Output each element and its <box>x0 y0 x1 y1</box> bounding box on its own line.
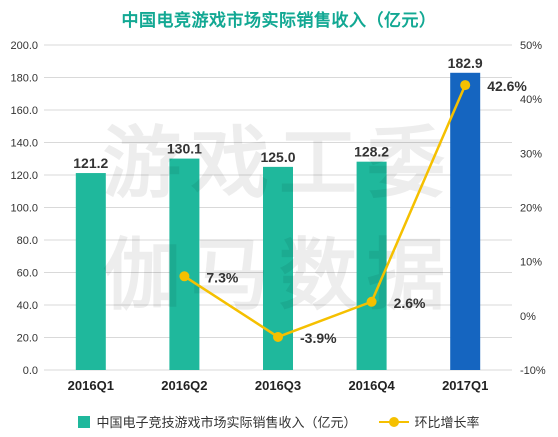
y-right-tick-label: 0% <box>520 311 536 323</box>
y-right-tick-label: 50% <box>520 40 542 52</box>
x-category-label: 2016Q4 <box>348 378 395 393</box>
y-axis-right: -10% 0% 10% 20% 30% 40% 50% <box>520 40 546 377</box>
line-series <box>179 80 471 342</box>
y-right-tick-label: 30% <box>520 148 542 160</box>
legend-swatch-bar <box>78 415 91 428</box>
x-category-label: 2017Q1 <box>442 378 488 393</box>
growth-value-label: -3.9% <box>300 330 337 346</box>
watermark-text: 伽马数据 <box>103 231 455 319</box>
bar-value-label: 121.2 <box>73 155 108 171</box>
bar-value-label: 130.1 <box>167 141 202 157</box>
bar-value-label: 125.0 <box>260 149 295 165</box>
bar <box>450 72 481 370</box>
growth-point <box>273 331 283 342</box>
data-labels: 121.2 130.1 125.0 128.2 182.9 7.3% -3.9% 2.6% 42… <box>73 55 527 346</box>
bar-series <box>75 72 481 370</box>
x-category-label: 2016Q1 <box>68 378 114 393</box>
growth-line <box>183 84 467 339</box>
x-axis-categories: 2016Q1 2016Q2 2016Q3 2016Q4 2017Q1 <box>68 378 489 393</box>
y-right-tick-label: 10% <box>520 257 542 269</box>
growth-value-label: 42.6% <box>487 78 527 94</box>
x-category-label: 2016Q3 <box>255 378 301 393</box>
x-category-label: 2016Q2 <box>161 378 207 393</box>
legend-item-revenue: 中国电子竞技游戏市场实际销售收入（亿元） <box>78 412 357 431</box>
growth-point <box>366 296 377 307</box>
legend-swatch-line <box>378 416 409 428</box>
bar <box>356 161 387 370</box>
y-left-tick-label: 80.0 <box>17 235 38 247</box>
y-left-tick-label: 40.0 <box>17 300 38 312</box>
y-right-tick-label: -10% <box>520 365 546 377</box>
y-left-tick-label: 60.0 <box>17 268 38 280</box>
growth-point <box>460 80 471 91</box>
y-left-tick-label: 100.0 <box>10 203 38 215</box>
y-axis-left: 0.0 20.0 40.0 60.0 80.0 100.0 120.0 140.0 160.0 1… <box>10 40 38 377</box>
y-right-tick-label: 40% <box>520 94 542 106</box>
legend-label-growth: 环比增长率 <box>414 415 480 430</box>
chart-title: 中国电竞游戏市场实际销售收入（亿元） <box>121 11 437 30</box>
growth-point <box>179 271 190 282</box>
legend-label-revenue: 中国电子竞技游戏市场实际销售收入（亿元） <box>96 415 357 430</box>
legend-item-growth: 环比增长率 <box>378 412 480 431</box>
chart-svg: 0.0 20.0 40.0 60.0 80.0 100.0 120.0 140.0 160.0 1… <box>10 40 546 393</box>
y-left-tick-label: 120.0 <box>10 170 38 182</box>
growth-value-label: 2.6% <box>394 295 426 311</box>
bar <box>169 158 200 370</box>
watermark-text: 游戏工委 <box>103 119 455 207</box>
y-left-tick-label: 0.0 <box>23 365 38 377</box>
growth-value-label: 7.3% <box>206 269 238 285</box>
y-right-tick-label: 20% <box>520 203 542 215</box>
y-left-tick-label: 200.0 <box>10 40 38 52</box>
legend: 中国电子竞技游戏市场实际销售收入（亿元） 环比增长率 <box>0 412 558 431</box>
bar-value-label: 128.2 <box>354 144 389 160</box>
y-left-tick-label: 180.0 <box>10 73 38 85</box>
y-left-tick-label: 140.0 <box>10 138 38 150</box>
y-left-tick-label: 160.0 <box>10 105 38 117</box>
bar <box>75 173 106 370</box>
bar-value-label: 182.9 <box>448 55 483 71</box>
y-left-tick-label: 20.0 <box>17 333 38 345</box>
